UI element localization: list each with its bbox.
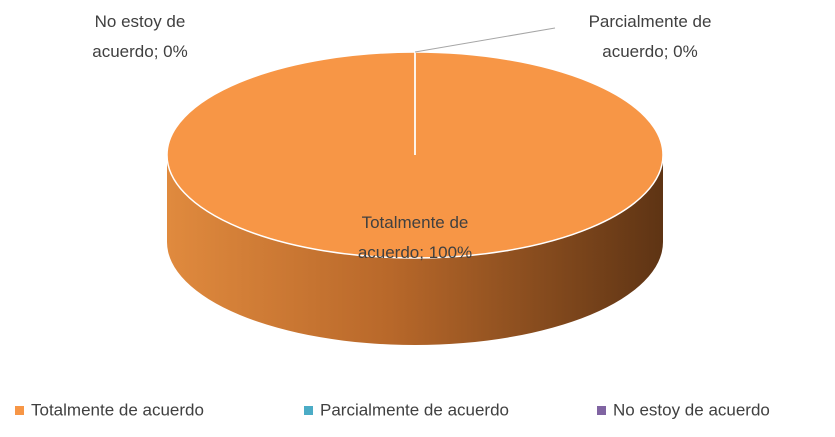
legend-label: No estoy de acuerdo [613,400,770,419]
pie-side [167,155,663,345]
data-label: Parcialmente de acuerdo; 0% [588,12,712,61]
legend-swatch [15,406,24,415]
data-label: No estoy de acuerdo; 0% [92,12,188,61]
legend-swatch [597,406,606,415]
leader-line [414,27,556,53]
data-label: Totalmente de acuerdo; 100% [357,213,473,262]
legend-label: Totalmente de acuerdo [31,400,204,419]
legend-label: Parcialmente de acuerdo [320,400,509,419]
legend-swatch [304,406,313,415]
